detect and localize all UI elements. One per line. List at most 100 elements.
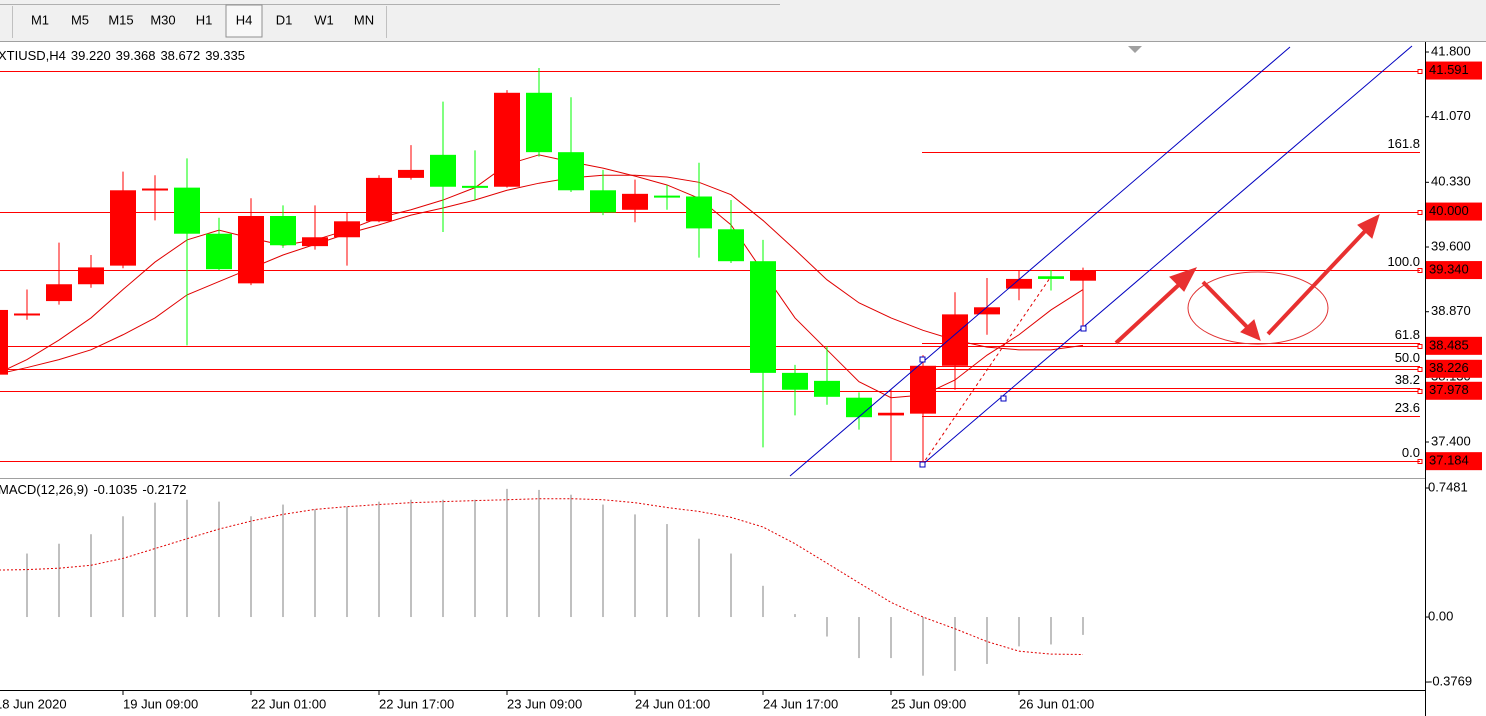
timeframe-button[interactable]: M1	[31, 12, 49, 27]
macd-bar	[538, 489, 540, 618]
candle-body	[878, 412, 904, 416]
candle-body	[910, 365, 936, 414]
y-tick-label: 41.070	[1431, 108, 1471, 123]
fib-label: 23.6	[1395, 400, 1420, 415]
candle-body	[270, 215, 296, 246]
timeframe-button[interactable]: M30	[150, 12, 175, 27]
macd-bar	[986, 617, 988, 664]
level-label: 38.485	[1429, 337, 1469, 352]
anchor	[1000, 395, 1007, 402]
button-frame	[225, 4, 263, 38]
level-box	[1426, 359, 1482, 378]
arrow-head	[1169, 267, 1198, 292]
macd-bar	[698, 538, 700, 618]
macd-bar	[314, 509, 316, 618]
candle-body	[1070, 270, 1096, 281]
y-tick-label: 38.870	[1431, 303, 1471, 318]
x-tick-label: 23 Jun 09:00	[507, 696, 582, 711]
button-label: H1	[196, 12, 213, 27]
axes: 41.80041.07040.33039.60038.87038.13037.4…	[0, 43, 1482, 711]
timeframe-button[interactable]: D1	[276, 12, 293, 27]
fib-trend-line	[921, 277, 1051, 466]
candle-body	[686, 196, 712, 229]
timeframe-button[interactable]: M5	[71, 12, 89, 27]
macd-bar	[90, 534, 92, 618]
candle-body	[430, 154, 456, 187]
level-box	[1426, 61, 1482, 80]
level-label: 39.340	[1429, 261, 1469, 276]
candle-body	[750, 261, 776, 373]
candle-body	[590, 190, 616, 213]
macd-bar	[506, 488, 508, 618]
macd-bar	[442, 499, 444, 618]
channel-line	[921, 45, 1413, 466]
macd-bar	[954, 617, 956, 671]
anchor	[919, 356, 926, 363]
macd-bar	[218, 501, 220, 618]
macd-bar	[826, 617, 828, 637]
signal-value: -0.2172	[142, 482, 186, 497]
candle-body	[558, 152, 584, 191]
fib-label: 38.2	[1395, 372, 1420, 387]
macd-bar	[570, 494, 572, 618]
level-label: 40.000	[1429, 203, 1469, 218]
macd-header: MACD(12,26,9) -0.1035 -0.2172	[0, 482, 187, 497]
x-tick-label: 25 Jun 09:00	[891, 696, 966, 711]
y-tick-label: 39.600	[1431, 238, 1471, 253]
fib-label: 61.8	[1395, 327, 1420, 342]
level-handle	[1417, 367, 1423, 372]
macd-bar	[282, 504, 284, 618]
macd-bar	[858, 617, 860, 659]
button-label: H4	[236, 12, 253, 27]
level-box	[1426, 381, 1482, 400]
y-tick-label: 37.400	[1431, 433, 1471, 448]
candle-body	[526, 92, 552, 153]
ohlc-value: 39.368	[116, 48, 156, 63]
candle-body	[782, 372, 808, 390]
anchor	[1080, 325, 1087, 332]
candle-body	[846, 397, 872, 418]
macd-bar	[58, 543, 60, 618]
button-label: M5	[71, 12, 89, 27]
y-tick-label: 41.800	[1431, 43, 1471, 58]
candle-body	[334, 221, 360, 238]
candle-body	[1006, 278, 1032, 289]
timeframe-button[interactable]: MN	[354, 12, 374, 27]
fib-label: 161.8	[1387, 136, 1420, 151]
timeframe-button[interactable]: H1	[196, 12, 213, 27]
candle-body	[814, 380, 840, 397]
macd-bar	[410, 499, 412, 618]
macd-value: -0.1035	[93, 482, 137, 497]
level-box	[1426, 452, 1482, 471]
candle-body	[110, 190, 136, 266]
candle-body	[78, 267, 104, 285]
fib-label: 100.0	[1387, 254, 1420, 269]
level-handle	[1417, 389, 1423, 394]
timeframe-button[interactable]: W1	[314, 12, 334, 27]
level-box	[1426, 336, 1482, 355]
candle-body	[142, 188, 168, 191]
macd-bar	[122, 516, 124, 618]
macd-bar	[474, 499, 476, 618]
button-label: M1	[31, 12, 49, 27]
button-label: MN	[354, 12, 374, 27]
candle-body	[14, 313, 40, 316]
channel-line	[789, 46, 1291, 477]
x-tick-label: 22 Jun 01:00	[251, 696, 326, 711]
macd-bar	[730, 553, 732, 618]
ohlc-value: 39.220	[71, 48, 111, 63]
level-label: 41.591	[1429, 62, 1469, 77]
arrow	[1201, 280, 1252, 332]
x-tick-label: 18 Jun 2020	[0, 696, 67, 711]
ohlc-value: 38.672	[160, 48, 200, 63]
y-tick-label: 40.330	[1431, 174, 1471, 189]
level-handle	[1417, 210, 1423, 215]
moving-average	[0, 174, 1084, 375]
candle-body	[718, 229, 744, 262]
timeframe-button[interactable]: H4	[225, 4, 263, 38]
arrow	[1266, 226, 1370, 336]
x-tick-label: 19 Jun 09:00	[123, 696, 198, 711]
timeframe-button[interactable]: M15	[108, 12, 133, 27]
candle-body	[206, 233, 232, 270]
macd-bar	[250, 516, 252, 618]
